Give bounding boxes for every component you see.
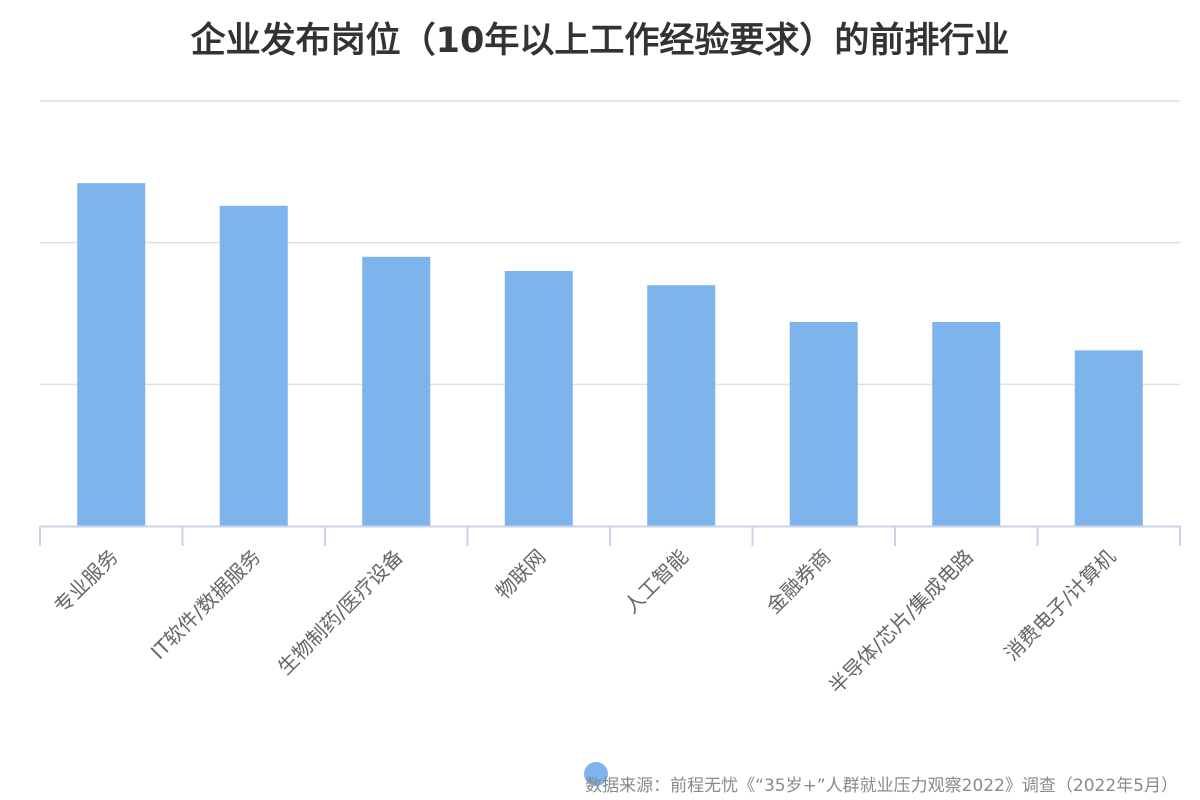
x-tick-label-7: 半导体/芯片/集成电路 xyxy=(824,545,978,699)
x-tick-label-4: 物联网 xyxy=(491,545,550,604)
x-tick-label-3: 生物制药/医疗设备 xyxy=(273,545,408,680)
bar-7[interactable] xyxy=(932,322,1001,526)
bar-3[interactable] xyxy=(362,256,431,526)
x-tick-label-5: 人工智能 xyxy=(619,545,693,619)
legend-marker[interactable] xyxy=(584,762,608,786)
x-tick-label-2: IT软件/数据服务 xyxy=(146,545,265,664)
bar-2[interactable] xyxy=(219,205,288,527)
bar-5[interactable] xyxy=(647,285,716,526)
chart-title: 企业发布岗位（10年以上工作经验要求）的前排行业 xyxy=(190,21,1010,61)
x-tick-label-8: 消费电子/计算机 xyxy=(1000,545,1121,666)
x-tick-label-1: 专业服务 xyxy=(49,545,123,619)
bar-6[interactable] xyxy=(789,322,858,526)
bar-4[interactable] xyxy=(504,271,573,526)
bar-8[interactable] xyxy=(1074,350,1143,526)
source-note: 数据来源：前程无忧《“35岁+”人群就业压力观察2022》调查（2022年5月） xyxy=(585,776,1178,796)
bar-1[interactable] xyxy=(77,183,146,526)
x-tick-label-6: 金融券商 xyxy=(762,545,836,619)
